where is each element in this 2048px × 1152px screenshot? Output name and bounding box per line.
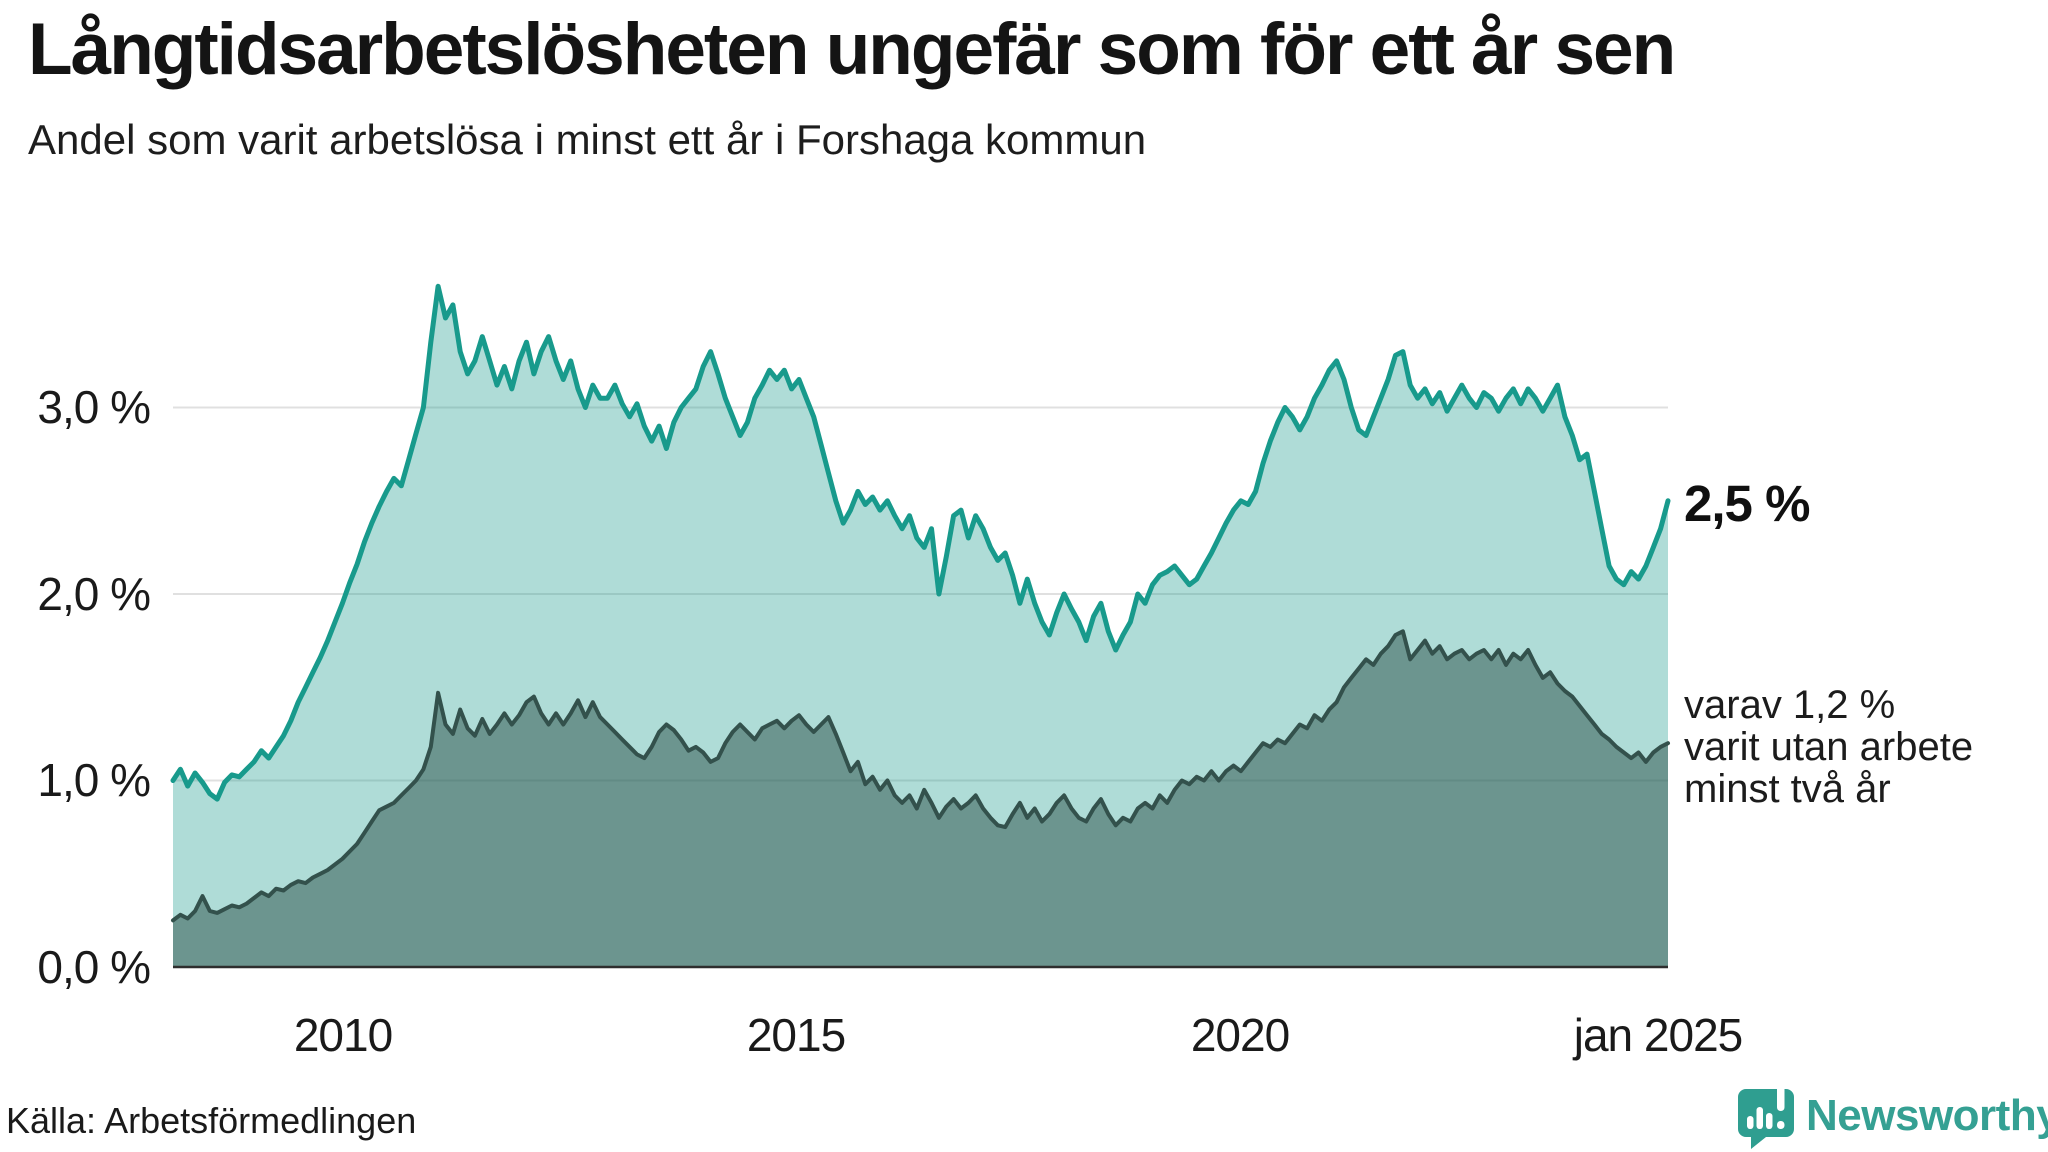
- x-axis-tick-jan2025: jan 2025: [1573, 1009, 1744, 1061]
- y-axis-tick-2: 2,0 %: [37, 568, 151, 620]
- newsworthy-icon: [1738, 1083, 1794, 1149]
- series1-end-value-label: 2,5 %: [1684, 475, 1810, 532]
- newsworthy-wordmark: Newsworthy: [1806, 1091, 2048, 1140]
- newsworthy-logo[interactable]: Newsworthy: [1736, 1083, 2048, 1149]
- x-axis-tick-2015: 2015: [746, 1009, 846, 1061]
- y-axis-tick-3: 3,0 %: [37, 381, 151, 433]
- source-caption: Källa: Arbetsförmedlingen: [6, 1100, 417, 1141]
- series2-annotation-line3: minst två år: [1684, 767, 1891, 811]
- series2-annotation: varav 1,2 % varit utan arbete minst två …: [1684, 684, 1973, 810]
- x-axis-tick-2010: 2010: [293, 1009, 393, 1061]
- series1-line: [170, 283, 1671, 802]
- series2-annotation-line1: varav 1,2 %: [1684, 683, 1896, 727]
- x-axis-tick-2020: 2020: [1190, 1009, 1290, 1061]
- y-axis-tick-0: 0,0 %: [37, 941, 151, 993]
- page-title: Långtidsarbetslösheten ungefär som för e…: [28, 9, 1676, 90]
- series2-annotation-line2: varit utan arbete: [1684, 725, 1974, 769]
- series2-line: [171, 629, 1670, 923]
- page-subtitle: Andel som varit arbetslösa i minst ett å…: [28, 116, 1147, 163]
- y-axis-tick-1: 1,0 %: [37, 754, 151, 806]
